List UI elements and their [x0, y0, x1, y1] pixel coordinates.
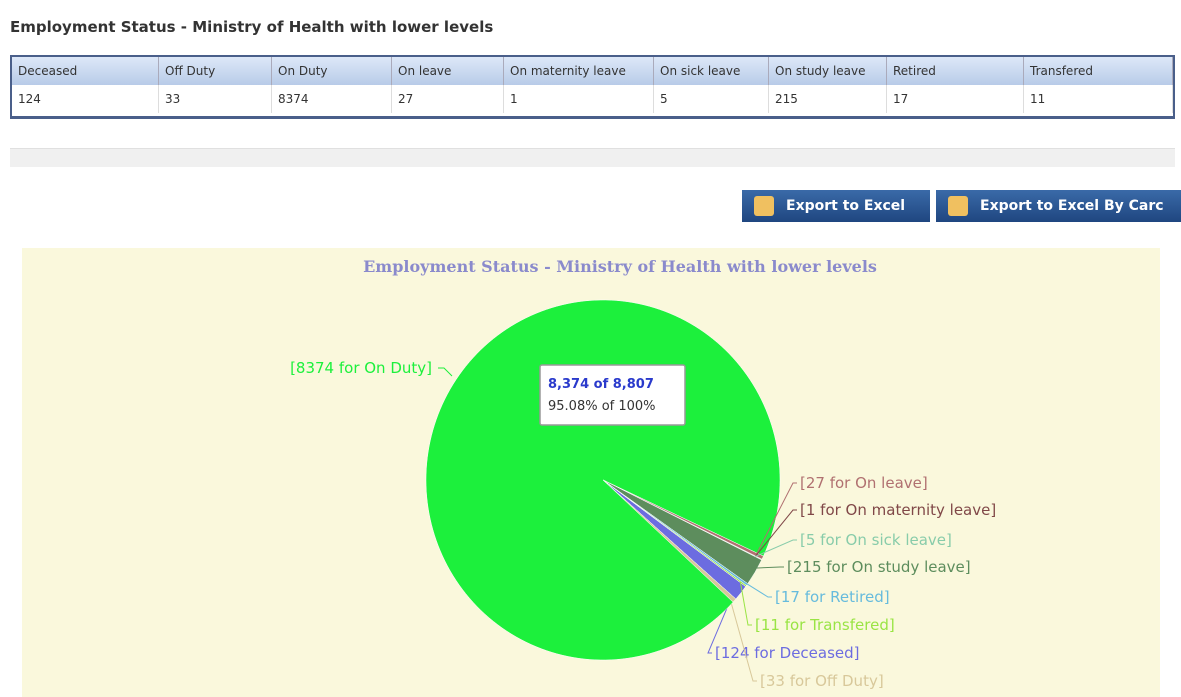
table-cell: 33 [159, 85, 272, 113]
slice-label: [17 for Retired] [775, 588, 890, 606]
table-cell: 27 [392, 85, 504, 113]
column-header: On study leave [769, 57, 887, 85]
column-header: Deceased [12, 57, 159, 85]
page-title: Employment Status - Ministry of Health w… [10, 18, 494, 36]
export-button[interactable]: Export to Excel By Carc [936, 190, 1181, 222]
table-cell: 8374 [272, 85, 392, 113]
table-cell: 5 [654, 85, 769, 113]
chart-title: Employment Status - Ministry of Health w… [363, 257, 877, 276]
slice-label: [27 for On leave] [800, 474, 928, 492]
export-button[interactable]: Export to Excel [742, 190, 930, 222]
tooltip-box [539, 364, 686, 426]
leader-line [755, 509, 797, 557]
column-header: Retired [887, 57, 1024, 85]
column-header: Transfered [1024, 57, 1173, 85]
column-header: On Duty [272, 57, 392, 85]
status-table: Deceased 124 Off Duty 33 On Duty 8374 On leave… [10, 55, 1175, 119]
table-cell: 124 [12, 85, 159, 113]
column-header: On maternity leave [504, 57, 654, 85]
table-cell: 215 [769, 85, 887, 113]
slice-label: [1 for On maternity leave] [800, 501, 996, 519]
slice-label: [11 for Transfered] [755, 616, 895, 634]
pie-slice [602, 479, 747, 587]
slice-label: [33 for Off Duty] [760, 672, 884, 690]
leader-line [748, 566, 784, 569]
leader-line [741, 579, 772, 598]
leader-line [755, 539, 797, 557]
column-header: On leave [392, 57, 504, 85]
scrollbar[interactable] [10, 148, 1175, 167]
table-cell: 11 [1024, 85, 1173, 113]
tooltip-text: 8,374 of 8,807 [548, 377, 654, 392]
table-cell: 1 [504, 85, 654, 113]
leader-line [707, 588, 736, 654]
column-header: Off Duty [159, 57, 272, 85]
leader-line [438, 367, 453, 377]
slice-label: [5 for On sick leave] [800, 531, 952, 549]
slice-label: [215 for On study leave] [787, 558, 971, 576]
table-cell: 17 [887, 85, 1024, 113]
leader-line [739, 581, 752, 626]
slice-label: [8374 for On Duty] [290, 359, 432, 377]
tooltip-text: 95.08% of 100% [548, 399, 656, 414]
leader-line [728, 595, 757, 682]
leader-line [755, 482, 797, 555]
column-header: On sick leave [654, 57, 769, 85]
slice-label: [124 for Deceased] [715, 644, 860, 662]
